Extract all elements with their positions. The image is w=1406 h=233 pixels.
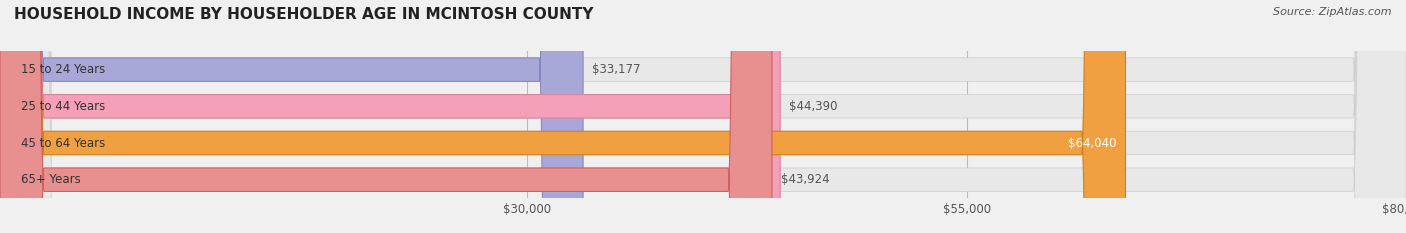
Text: $44,390: $44,390 (789, 100, 838, 113)
Text: 15 to 24 Years: 15 to 24 Years (21, 63, 105, 76)
Text: 45 to 64 Years: 45 to 64 Years (21, 137, 105, 150)
FancyBboxPatch shape (0, 0, 772, 233)
Text: $43,924: $43,924 (780, 173, 830, 186)
FancyBboxPatch shape (0, 0, 1126, 233)
Text: 25 to 44 Years: 25 to 44 Years (21, 100, 105, 113)
FancyBboxPatch shape (0, 0, 583, 233)
FancyBboxPatch shape (0, 0, 780, 233)
Text: 65+ Years: 65+ Years (21, 173, 80, 186)
Text: $33,177: $33,177 (592, 63, 640, 76)
Text: HOUSEHOLD INCOME BY HOUSEHOLDER AGE IN MCINTOSH COUNTY: HOUSEHOLD INCOME BY HOUSEHOLDER AGE IN M… (14, 7, 593, 22)
Text: $64,040: $64,040 (1069, 137, 1116, 150)
Text: Source: ZipAtlas.com: Source: ZipAtlas.com (1274, 7, 1392, 17)
